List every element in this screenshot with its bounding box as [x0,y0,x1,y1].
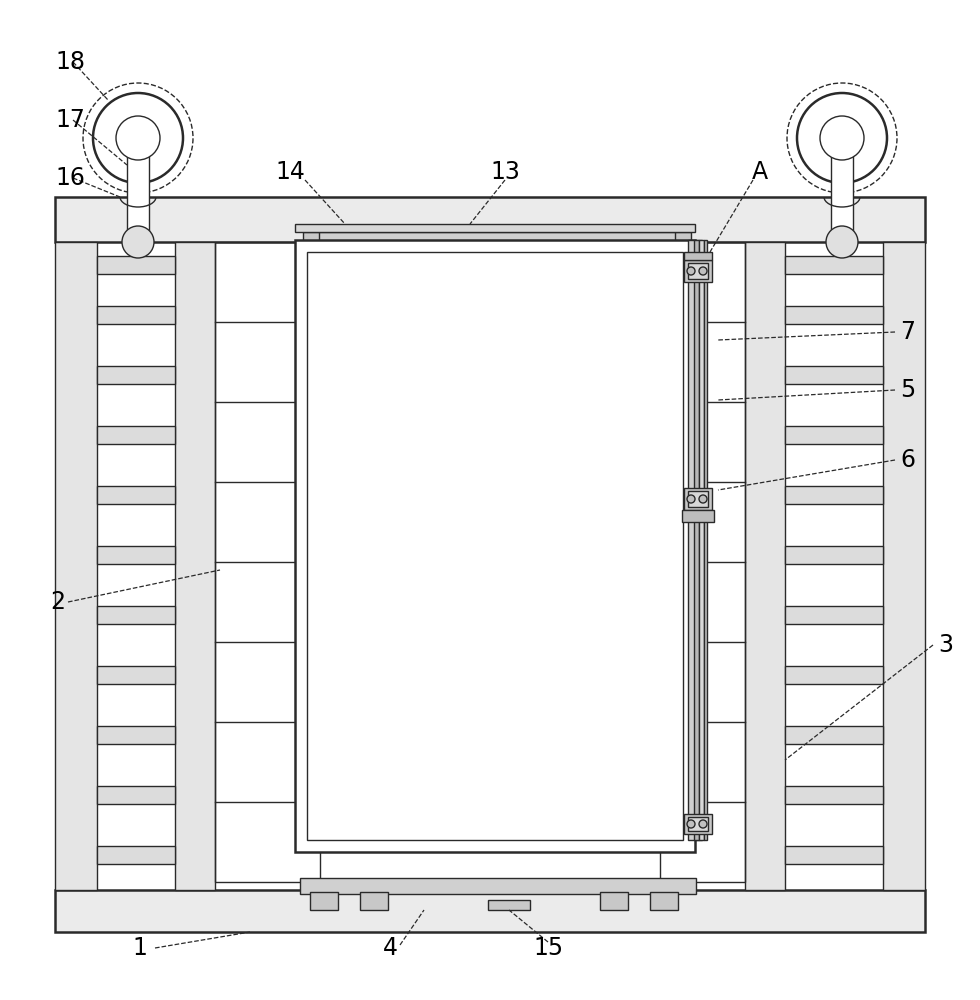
Text: 3: 3 [938,633,953,657]
Bar [97,666,175,684]
Bar [97,486,175,504]
Bar [55,197,925,242]
Bar [785,426,883,444]
Text: 18: 18 [55,50,85,74]
Text: 7: 7 [900,320,915,344]
Circle shape [699,267,707,275]
Bar [785,786,883,804]
Text: 13: 13 [490,160,520,184]
Bar [699,240,704,840]
Bar [307,232,683,242]
Bar [684,252,712,260]
Bar [97,256,175,274]
Bar [704,240,707,840]
Bar [675,232,691,248]
Bar [97,546,175,564]
Bar [215,242,320,882]
Bar [785,306,883,324]
Text: 14: 14 [275,160,305,184]
Bar [785,366,883,384]
Text: 6: 6 [900,448,915,472]
Bar [175,242,215,890]
Bar [127,138,149,242]
Circle shape [820,116,864,160]
Circle shape [116,116,160,160]
Bar [97,786,175,804]
Bar [682,510,714,522]
Bar [295,240,695,852]
Bar [688,240,702,840]
Text: 15: 15 [533,936,563,960]
Bar [97,366,175,384]
Bar [883,242,925,890]
Circle shape [687,267,695,275]
Bar [785,486,883,504]
Circle shape [699,820,707,828]
Text: A: A [752,160,768,184]
Bar [688,263,708,279]
Bar [684,488,712,510]
Bar [300,878,696,894]
Bar [831,138,853,242]
Bar [684,260,712,282]
Bar [785,606,883,624]
Bar [97,846,175,864]
Text: 17: 17 [55,108,85,132]
Bar [488,900,530,910]
Bar [785,666,883,684]
Bar [55,890,925,932]
Text: 16: 16 [55,166,85,190]
Bar [97,306,175,324]
Text: 2: 2 [50,590,65,614]
Bar [785,546,883,564]
Bar [660,242,745,882]
Circle shape [826,226,858,258]
Bar [650,892,678,910]
Bar [785,726,883,744]
Circle shape [687,820,695,828]
Bar [688,491,708,507]
Bar [303,232,319,248]
Bar [295,224,695,232]
Bar [307,252,683,840]
Bar [55,242,97,890]
Bar [360,892,388,910]
Bar [694,240,699,840]
Circle shape [687,495,695,503]
Bar [785,846,883,864]
Bar [97,426,175,444]
Bar [310,892,338,910]
Bar [97,606,175,624]
Bar [745,242,785,890]
Text: 4: 4 [382,936,398,960]
Text: 1: 1 [132,936,147,960]
Text: 5: 5 [900,378,915,402]
Bar [97,726,175,744]
Bar [688,817,708,831]
Circle shape [699,495,707,503]
Circle shape [122,226,154,258]
Bar [785,256,883,274]
Bar [684,814,712,834]
Bar [600,892,628,910]
